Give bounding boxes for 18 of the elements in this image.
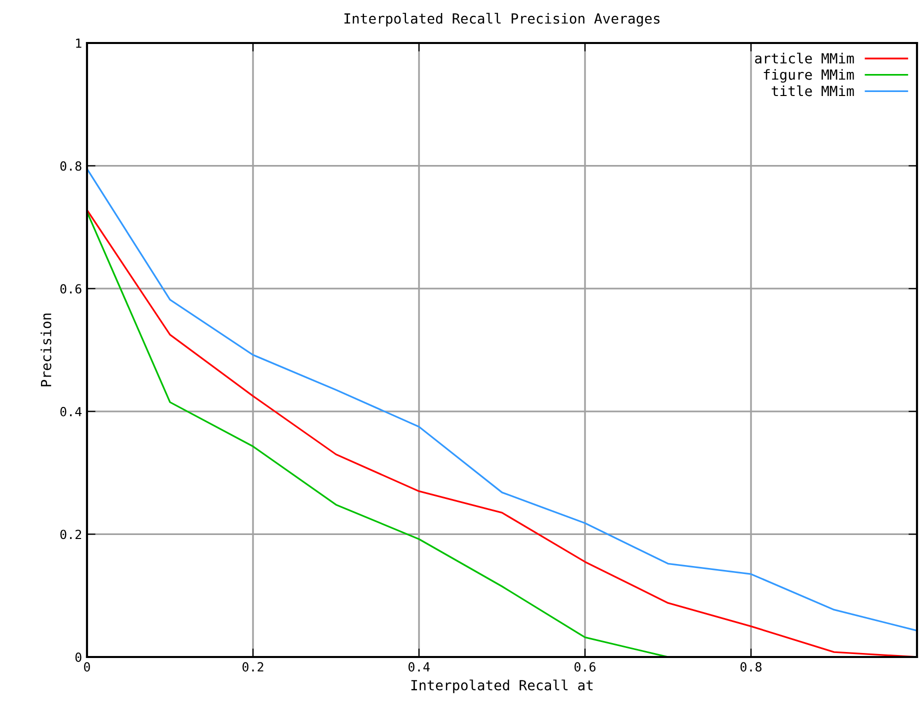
x-axis-title: Interpolated Recall at	[411, 680, 593, 694]
y-tick-label: 0.6	[60, 284, 82, 294]
y-tick-label: 0.8	[60, 161, 82, 171]
x-tick-label: 0	[84, 662, 90, 672]
x-tick-label: 0.6	[574, 662, 596, 672]
y-tick-label: 0.4	[60, 406, 82, 416]
line-series	[87, 211, 669, 657]
y-axis-title: Precision	[40, 314, 52, 386]
x-tick-label: 0.2	[242, 662, 264, 672]
legend-label: figure MMim	[764, 69, 854, 83]
y-tick-label: 0.2	[60, 530, 82, 540]
chart-title: Interpolated Recall Precision Averages	[344, 12, 660, 27]
x-tick-label: 0.8	[740, 662, 762, 672]
legend-label: title MMim	[772, 85, 854, 96]
y-tick-label: 1	[76, 38, 82, 48]
x-tick-label: 0.4	[408, 662, 430, 672]
legend-label: article MMim	[755, 52, 854, 64]
y-tick-label: 0	[75, 652, 82, 662]
